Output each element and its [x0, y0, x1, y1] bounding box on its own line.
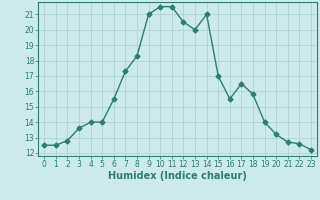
X-axis label: Humidex (Indice chaleur): Humidex (Indice chaleur)	[108, 171, 247, 181]
